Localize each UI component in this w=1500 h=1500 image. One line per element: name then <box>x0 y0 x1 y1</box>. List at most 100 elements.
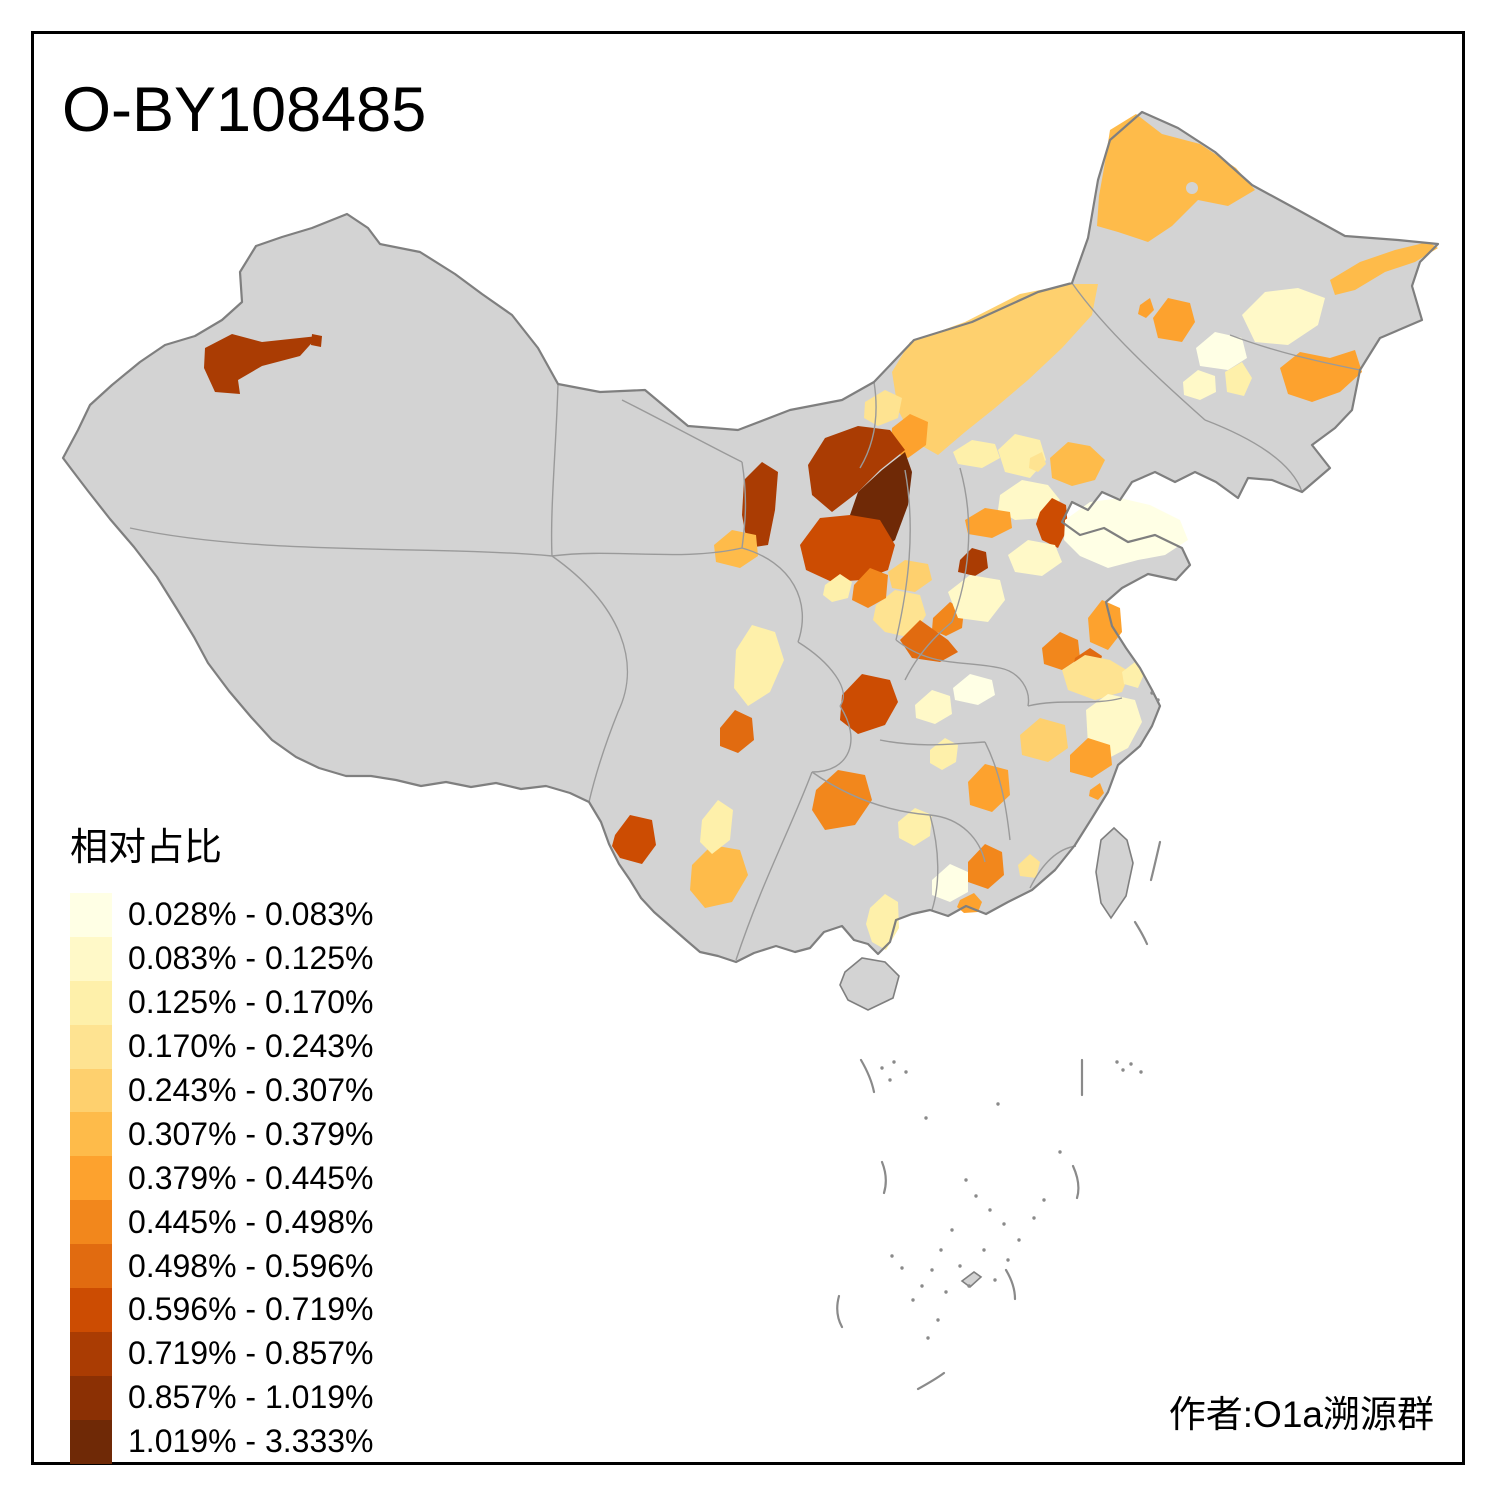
small-island-dot <box>890 1254 894 1258</box>
small-island-dot <box>982 1248 986 1252</box>
map-region <box>1036 498 1068 548</box>
small-island-dot <box>926 1336 930 1340</box>
map-region <box>1018 854 1040 878</box>
map-region <box>840 674 898 734</box>
legend-row: 0.719% - 0.857% <box>70 1331 374 1376</box>
map-region <box>734 625 784 706</box>
small-island-dot <box>1006 1258 1010 1262</box>
legend-row: 0.125% - 0.170% <box>70 980 374 1025</box>
legend-class-label: 0.857% - 1.019% <box>128 1379 374 1416</box>
map-region <box>1122 662 1144 688</box>
legend-swatch <box>70 1156 112 1201</box>
map-region <box>915 690 952 724</box>
map-region <box>968 844 1004 889</box>
small-island-dot <box>1150 691 1154 695</box>
country-outline-layer <box>61 110 1440 964</box>
legend-swatch <box>70 1288 112 1332</box>
legend-row: 0.596% - 0.719% <box>70 1288 374 1332</box>
hainan-island <box>839 957 900 1011</box>
legend: 相对占比 0.028% - 0.083% 0.083% - 0.125% 0.125… <box>70 816 374 1464</box>
map-region <box>953 440 1000 468</box>
legend-row: 0.028% - 0.083% <box>70 893 374 937</box>
small-island-dot <box>1121 1068 1125 1072</box>
map-region <box>1008 540 1062 576</box>
small-island-dot <box>1058 1150 1062 1154</box>
map-region <box>1097 114 1255 242</box>
legend-swatch <box>70 1419 112 1464</box>
map-region <box>898 808 932 846</box>
legend-row: 0.170% - 0.243% <box>70 1024 374 1069</box>
legend-class-label: 0.307% - 0.379% <box>128 1115 374 1152</box>
small-island-dot <box>1156 698 1160 702</box>
small-island-dot <box>958 1264 962 1268</box>
map-region <box>690 845 748 908</box>
map-region <box>864 390 902 426</box>
map-title: O-BY108485 <box>62 75 427 145</box>
legend-swatch <box>70 1068 112 1113</box>
legend-row: 0.083% - 0.125% <box>70 936 374 981</box>
legend-title: 相对占比 <box>70 827 223 869</box>
small-island-dot <box>988 1208 992 1212</box>
map-region <box>888 560 932 592</box>
attribution: 作者:O1a溯源群 <box>1168 1394 1434 1435</box>
map-region <box>1088 600 1122 650</box>
legend-class-label: 0.083% - 0.125% <box>128 940 374 977</box>
map-region <box>1183 370 1216 400</box>
map-region <box>1196 332 1247 370</box>
legend-class-label: 0.596% - 0.719% <box>128 1291 374 1328</box>
small-island-dot <box>924 1116 928 1120</box>
small-island-dot <box>911 1298 915 1302</box>
small-island-dot <box>944 1290 948 1294</box>
china-outline <box>61 110 1440 964</box>
small-island-dot <box>930 1268 934 1272</box>
small-island-dot <box>1017 1238 1021 1242</box>
nine-dash-line <box>836 840 1162 1391</box>
legend-row: 0.445% - 0.498% <box>70 1200 374 1245</box>
map-region <box>311 334 322 347</box>
legend-swatch <box>70 893 112 937</box>
legend-swatch <box>70 1112 112 1157</box>
map-region <box>953 674 995 705</box>
legend-row: 1.019% - 3.333% <box>70 1419 374 1464</box>
islands-layer <box>839 691 1160 1340</box>
legend-class-label: 0.445% - 0.498% <box>128 1203 374 1240</box>
map-region <box>852 568 888 608</box>
map-region <box>1064 498 1188 568</box>
map-region <box>808 426 905 512</box>
legend-row: 0.307% - 0.379% <box>70 1112 374 1157</box>
map-region <box>1042 632 1080 670</box>
map-region <box>932 864 968 902</box>
province-borders <box>129 282 1361 961</box>
legend-class-label: 0.243% - 0.307% <box>128 1072 374 1108</box>
legend-row: 0.857% - 1.019% <box>70 1375 374 1420</box>
small-island-dot <box>920 1284 924 1288</box>
legend-class-label: 0.379% - 0.445% <box>128 1159 374 1196</box>
map-region <box>1070 738 1112 778</box>
map-region <box>1050 442 1105 486</box>
small-island-dot <box>1032 1216 1036 1220</box>
map-region <box>700 800 733 854</box>
map-region <box>1020 718 1068 762</box>
map-region <box>1280 350 1362 402</box>
legend-swatch <box>70 1200 112 1245</box>
small-island-dot <box>892 1060 896 1064</box>
province-borders-layer <box>129 282 1361 961</box>
small-island-dot <box>900 1266 904 1270</box>
legend-row: 0.243% - 0.307% <box>70 1068 374 1113</box>
map-region <box>1138 298 1154 318</box>
legend-swatch <box>70 980 112 1025</box>
map-region <box>968 764 1010 812</box>
map-region <box>873 590 926 638</box>
legend-class-label: 0.170% - 0.243% <box>128 1028 374 1065</box>
map-region <box>930 738 958 770</box>
choropleth-regions-layer <box>204 114 1438 950</box>
legend-class-label: 0.125% - 0.170% <box>128 984 374 1021</box>
legend-swatch <box>70 1331 112 1376</box>
small-island-dot <box>1129 1062 1133 1066</box>
legend-class-label: 0.719% - 0.857% <box>128 1335 374 1372</box>
map-region <box>720 710 754 753</box>
small-island-dot <box>967 1284 971 1288</box>
small-island-dot <box>1139 1070 1143 1074</box>
legend-row: 0.379% - 0.445% <box>70 1156 374 1201</box>
